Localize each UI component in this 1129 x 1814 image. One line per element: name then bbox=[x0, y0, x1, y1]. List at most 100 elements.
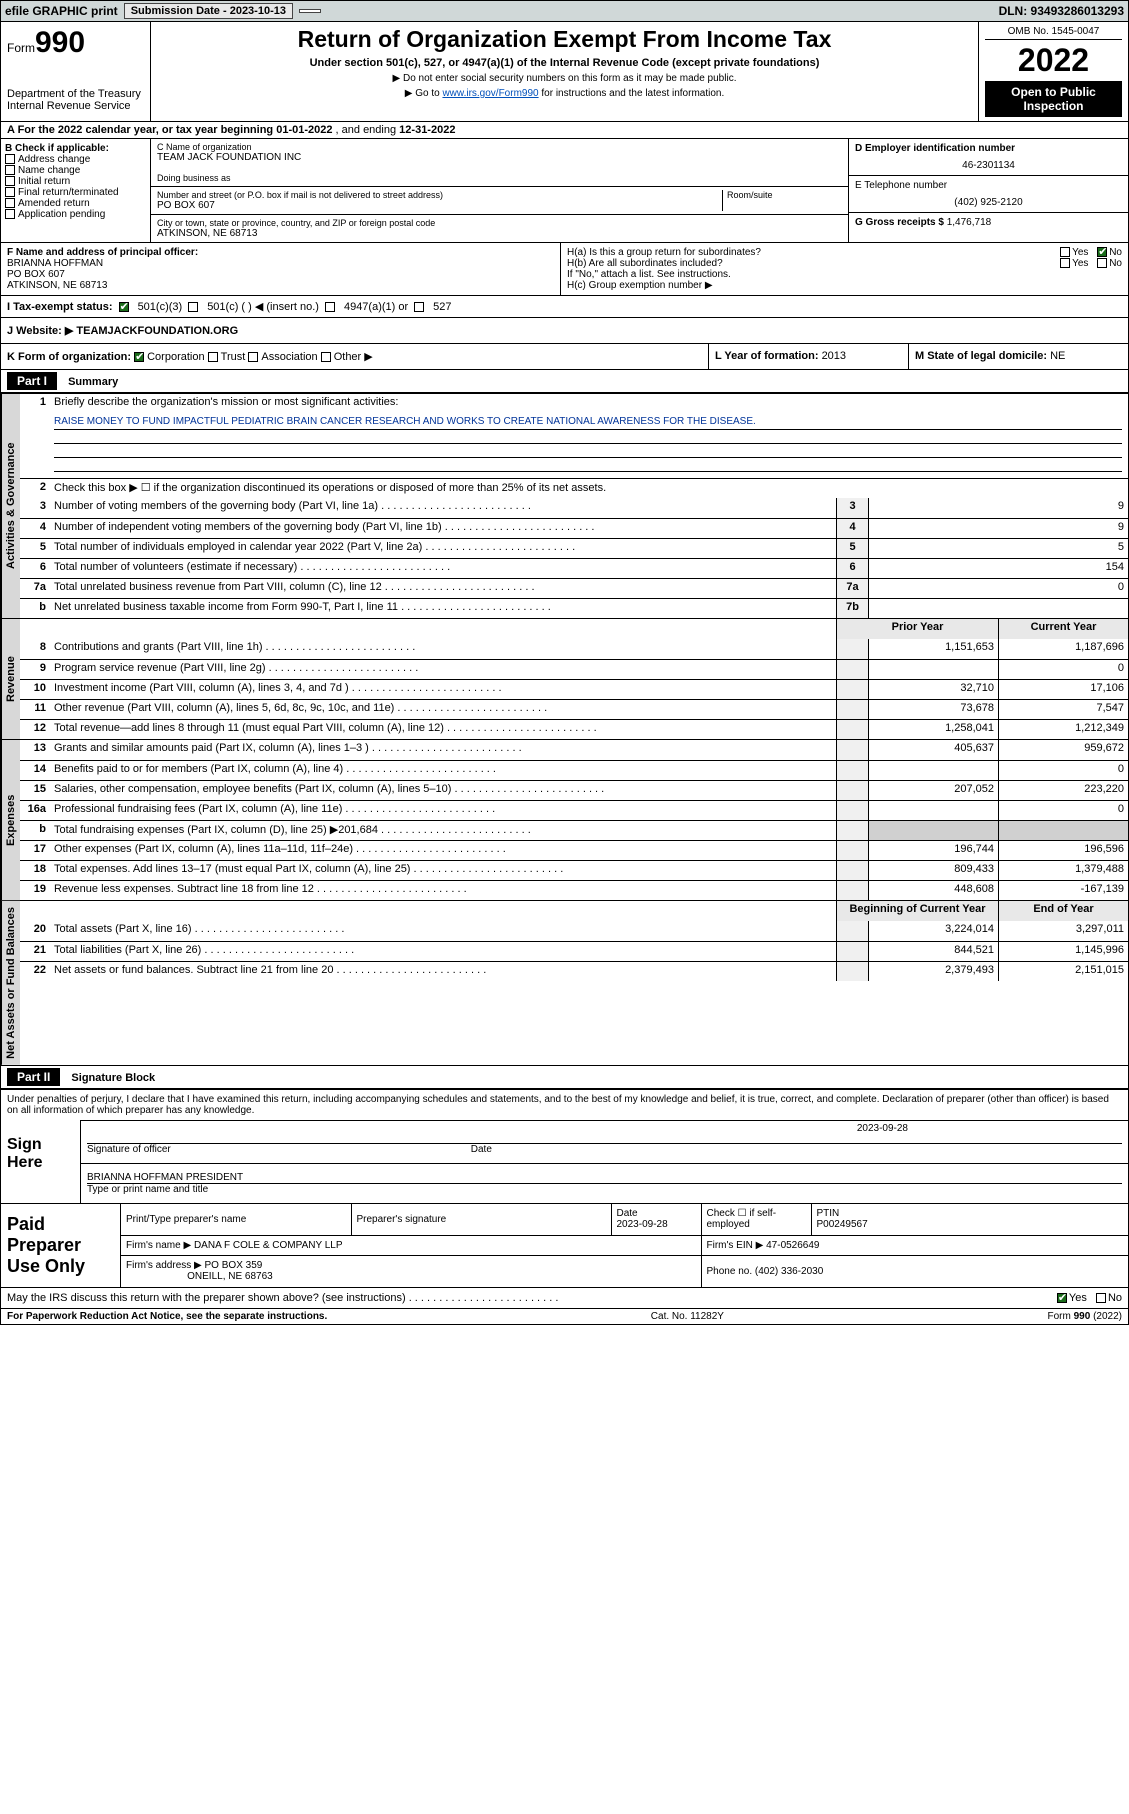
h-b-yes-checkbox[interactable] bbox=[1060, 258, 1070, 268]
firm-ein-label: Firm's EIN ▶ bbox=[707, 1240, 764, 1251]
cb-other[interactable] bbox=[321, 352, 331, 362]
page-footer: For Paperwork Reduction Act Notice, see … bbox=[0, 1309, 1129, 1325]
cb-name-change[interactable]: Name change bbox=[5, 165, 146, 176]
cb-label: Initial return bbox=[18, 176, 70, 187]
l-value: 2013 bbox=[822, 350, 846, 362]
line-5: 5Total number of individuals employed in… bbox=[20, 538, 1128, 558]
line-1-text: Briefly describe the organization's miss… bbox=[50, 394, 1128, 414]
cb-corporation[interactable] bbox=[134, 352, 144, 362]
line-8: 8Contributions and grants (Part VIII, li… bbox=[20, 639, 1128, 659]
cb-label: Final return/terminated bbox=[18, 187, 119, 198]
irs-link[interactable]: www.irs.gov/Form990 bbox=[442, 88, 538, 99]
m-label: M State of legal domicile: bbox=[915, 350, 1050, 362]
cb-501c3[interactable] bbox=[119, 302, 129, 312]
may-irs-yes-checkbox[interactable] bbox=[1057, 1293, 1067, 1303]
row-i-tax-exempt: I Tax-exempt status: 501(c)(3) 501(c) ( … bbox=[0, 296, 1129, 318]
prep-self-employed: Check ☐ if self-employed bbox=[701, 1204, 811, 1236]
firm-name-cell: Firm's name ▶ DANA F COLE & COMPANY LLP bbox=[121, 1235, 701, 1255]
h-a-row: H(a) Is this a group return for subordin… bbox=[567, 247, 1122, 258]
cb-address-change[interactable]: Address change bbox=[5, 154, 146, 165]
addr-value: PO BOX 607 bbox=[157, 200, 722, 211]
tel-value: (402) 925-2120 bbox=[855, 197, 1122, 208]
no-label: No bbox=[1108, 1292, 1122, 1304]
l-label: L Year of formation: bbox=[715, 350, 822, 362]
side-label-net-assets: Net Assets or Fund Balances bbox=[1, 901, 20, 1065]
row-a-begin: 01-01-2022 bbox=[276, 124, 332, 136]
sign-here-label: Sign Here bbox=[1, 1120, 81, 1203]
cb-amended-return[interactable]: Amended return bbox=[5, 198, 146, 209]
firm-ein-cell: Firm's EIN ▶ 47-0526649 bbox=[701, 1235, 1128, 1255]
addr-label: Number and street (or P.O. box if mail i… bbox=[157, 190, 722, 200]
ein-label: D Employer identification number bbox=[855, 143, 1015, 154]
city-value: ATKINSON, NE 68713 bbox=[157, 228, 842, 239]
website-value: TEAMJACKFOUNDATION.ORG bbox=[76, 325, 238, 337]
na-header: Beginning of Current Year End of Year bbox=[20, 901, 1128, 921]
row-k-label: K Form of organization: bbox=[7, 351, 131, 363]
cb-label: Address change bbox=[18, 154, 90, 165]
firm-name: DANA F COLE & COMPANY LLP bbox=[194, 1240, 343, 1251]
prior-year-header: Prior Year bbox=[836, 619, 998, 639]
cb-initial-return[interactable]: Initial return bbox=[5, 176, 146, 187]
cell-ein: D Employer identification number 46-2301… bbox=[849, 139, 1128, 176]
opt-527: 527 bbox=[433, 301, 451, 313]
row-klm: K Form of organization: Corporation Trus… bbox=[0, 344, 1129, 370]
pycy-header: Prior Year Current Year bbox=[20, 619, 1128, 639]
f-addr1: PO BOX 607 bbox=[7, 269, 65, 280]
side-label-governance: Activities & Governance bbox=[1, 394, 20, 618]
row-a-label: A For the 2022 calendar year, or tax yea… bbox=[7, 124, 276, 136]
cb-trust[interactable] bbox=[208, 352, 218, 362]
mission-text: RAISE MONEY TO FUND IMPACTFUL PEDIATRIC … bbox=[54, 416, 1122, 430]
irs-label: Internal Revenue Service bbox=[7, 100, 144, 112]
efile-label: efile GRAPHIC print bbox=[5, 4, 118, 18]
ptin-value: P00249567 bbox=[817, 1219, 868, 1230]
row-a-mid: , and ending bbox=[336, 124, 400, 136]
h-b-no-checkbox[interactable] bbox=[1097, 258, 1107, 268]
cell-address: Number and street (or P.O. box if mail i… bbox=[151, 187, 848, 215]
tel-label: E Telephone number bbox=[855, 180, 1122, 191]
cb-final-return[interactable]: Final return/terminated bbox=[5, 187, 146, 198]
f-addr2: ATKINSON, NE 68713 bbox=[7, 280, 107, 291]
part-1-title: Summary bbox=[68, 376, 118, 388]
cell-telephone: E Telephone number (402) 925-2120 bbox=[849, 176, 1128, 213]
signature-block: Under penalties of perjury, I declare th… bbox=[0, 1090, 1129, 1204]
cb-527[interactable] bbox=[414, 302, 424, 312]
f-name: BRIANNA HOFFMAN bbox=[7, 258, 103, 269]
form-number: 990 bbox=[35, 26, 85, 59]
declaration-text: Under penalties of perjury, I declare th… bbox=[1, 1090, 1128, 1120]
h-a-no-checkbox[interactable] bbox=[1097, 247, 1107, 257]
part-2-title: Signature Block bbox=[71, 1072, 155, 1084]
section-governance: Activities & Governance 1 Briefly descri… bbox=[0, 394, 1129, 619]
submission-date-button[interactable]: Submission Date - 2023-10-13 bbox=[124, 3, 293, 19]
form-title: Return of Organization Exempt From Incom… bbox=[157, 26, 972, 53]
prep-ptin-cell: PTINP00249567 bbox=[811, 1204, 1128, 1236]
submission-date-field bbox=[299, 9, 321, 13]
mission-lines: RAISE MONEY TO FUND IMPACTFUL PEDIATRIC … bbox=[20, 414, 1128, 478]
col-b-checkboxes: B Check if applicable: Address change Na… bbox=[1, 139, 151, 242]
cb-application-pending[interactable]: Application pending bbox=[5, 209, 146, 220]
row-m-state: M State of legal domicile: NE bbox=[908, 344, 1128, 369]
ein-value: 46-2301134 bbox=[855, 160, 1122, 171]
h-b-row: H(b) Are all subordinates included? Yes … bbox=[567, 258, 1122, 269]
line-11: 11Other revenue (Part VIII, column (A), … bbox=[20, 699, 1128, 719]
tax-year: 2022 bbox=[985, 42, 1122, 79]
part-2-badge: Part II bbox=[7, 1068, 60, 1086]
line-2: 2 Check this box ▶ ☐ if the organization… bbox=[20, 478, 1128, 498]
section-net-assets: Net Assets or Fund Balances Beginning of… bbox=[0, 901, 1129, 1066]
firm-ein: 47-0526649 bbox=[766, 1240, 819, 1251]
cb-4947[interactable] bbox=[325, 302, 335, 312]
no-label: No bbox=[1109, 258, 1122, 269]
opt-501c: 501(c) ( ) ◀ (insert no.) bbox=[207, 300, 319, 313]
part-2-header: Part II Signature Block bbox=[0, 1066, 1129, 1090]
section-revenue: Revenue Prior Year Current Year 8Contrib… bbox=[0, 619, 1129, 740]
cb-501c[interactable] bbox=[188, 302, 198, 312]
block-fh: F Name and address of principal officer:… bbox=[0, 243, 1129, 296]
may-irs-no-checkbox[interactable] bbox=[1096, 1293, 1106, 1303]
cb-association[interactable] bbox=[248, 352, 258, 362]
section-expenses: Expenses 13Grants and similar amounts pa… bbox=[0, 740, 1129, 901]
f-label: F Name and address of principal officer: bbox=[7, 247, 198, 258]
line-17: 17Other expenses (Part IX, column (A), l… bbox=[20, 840, 1128, 860]
cell-city: City or town, state or province, country… bbox=[151, 215, 848, 242]
h-a-yes-checkbox[interactable] bbox=[1060, 247, 1070, 257]
line-10: 10Investment income (Part VIII, column (… bbox=[20, 679, 1128, 699]
preparer-label: Paid Preparer Use Only bbox=[1, 1204, 121, 1287]
